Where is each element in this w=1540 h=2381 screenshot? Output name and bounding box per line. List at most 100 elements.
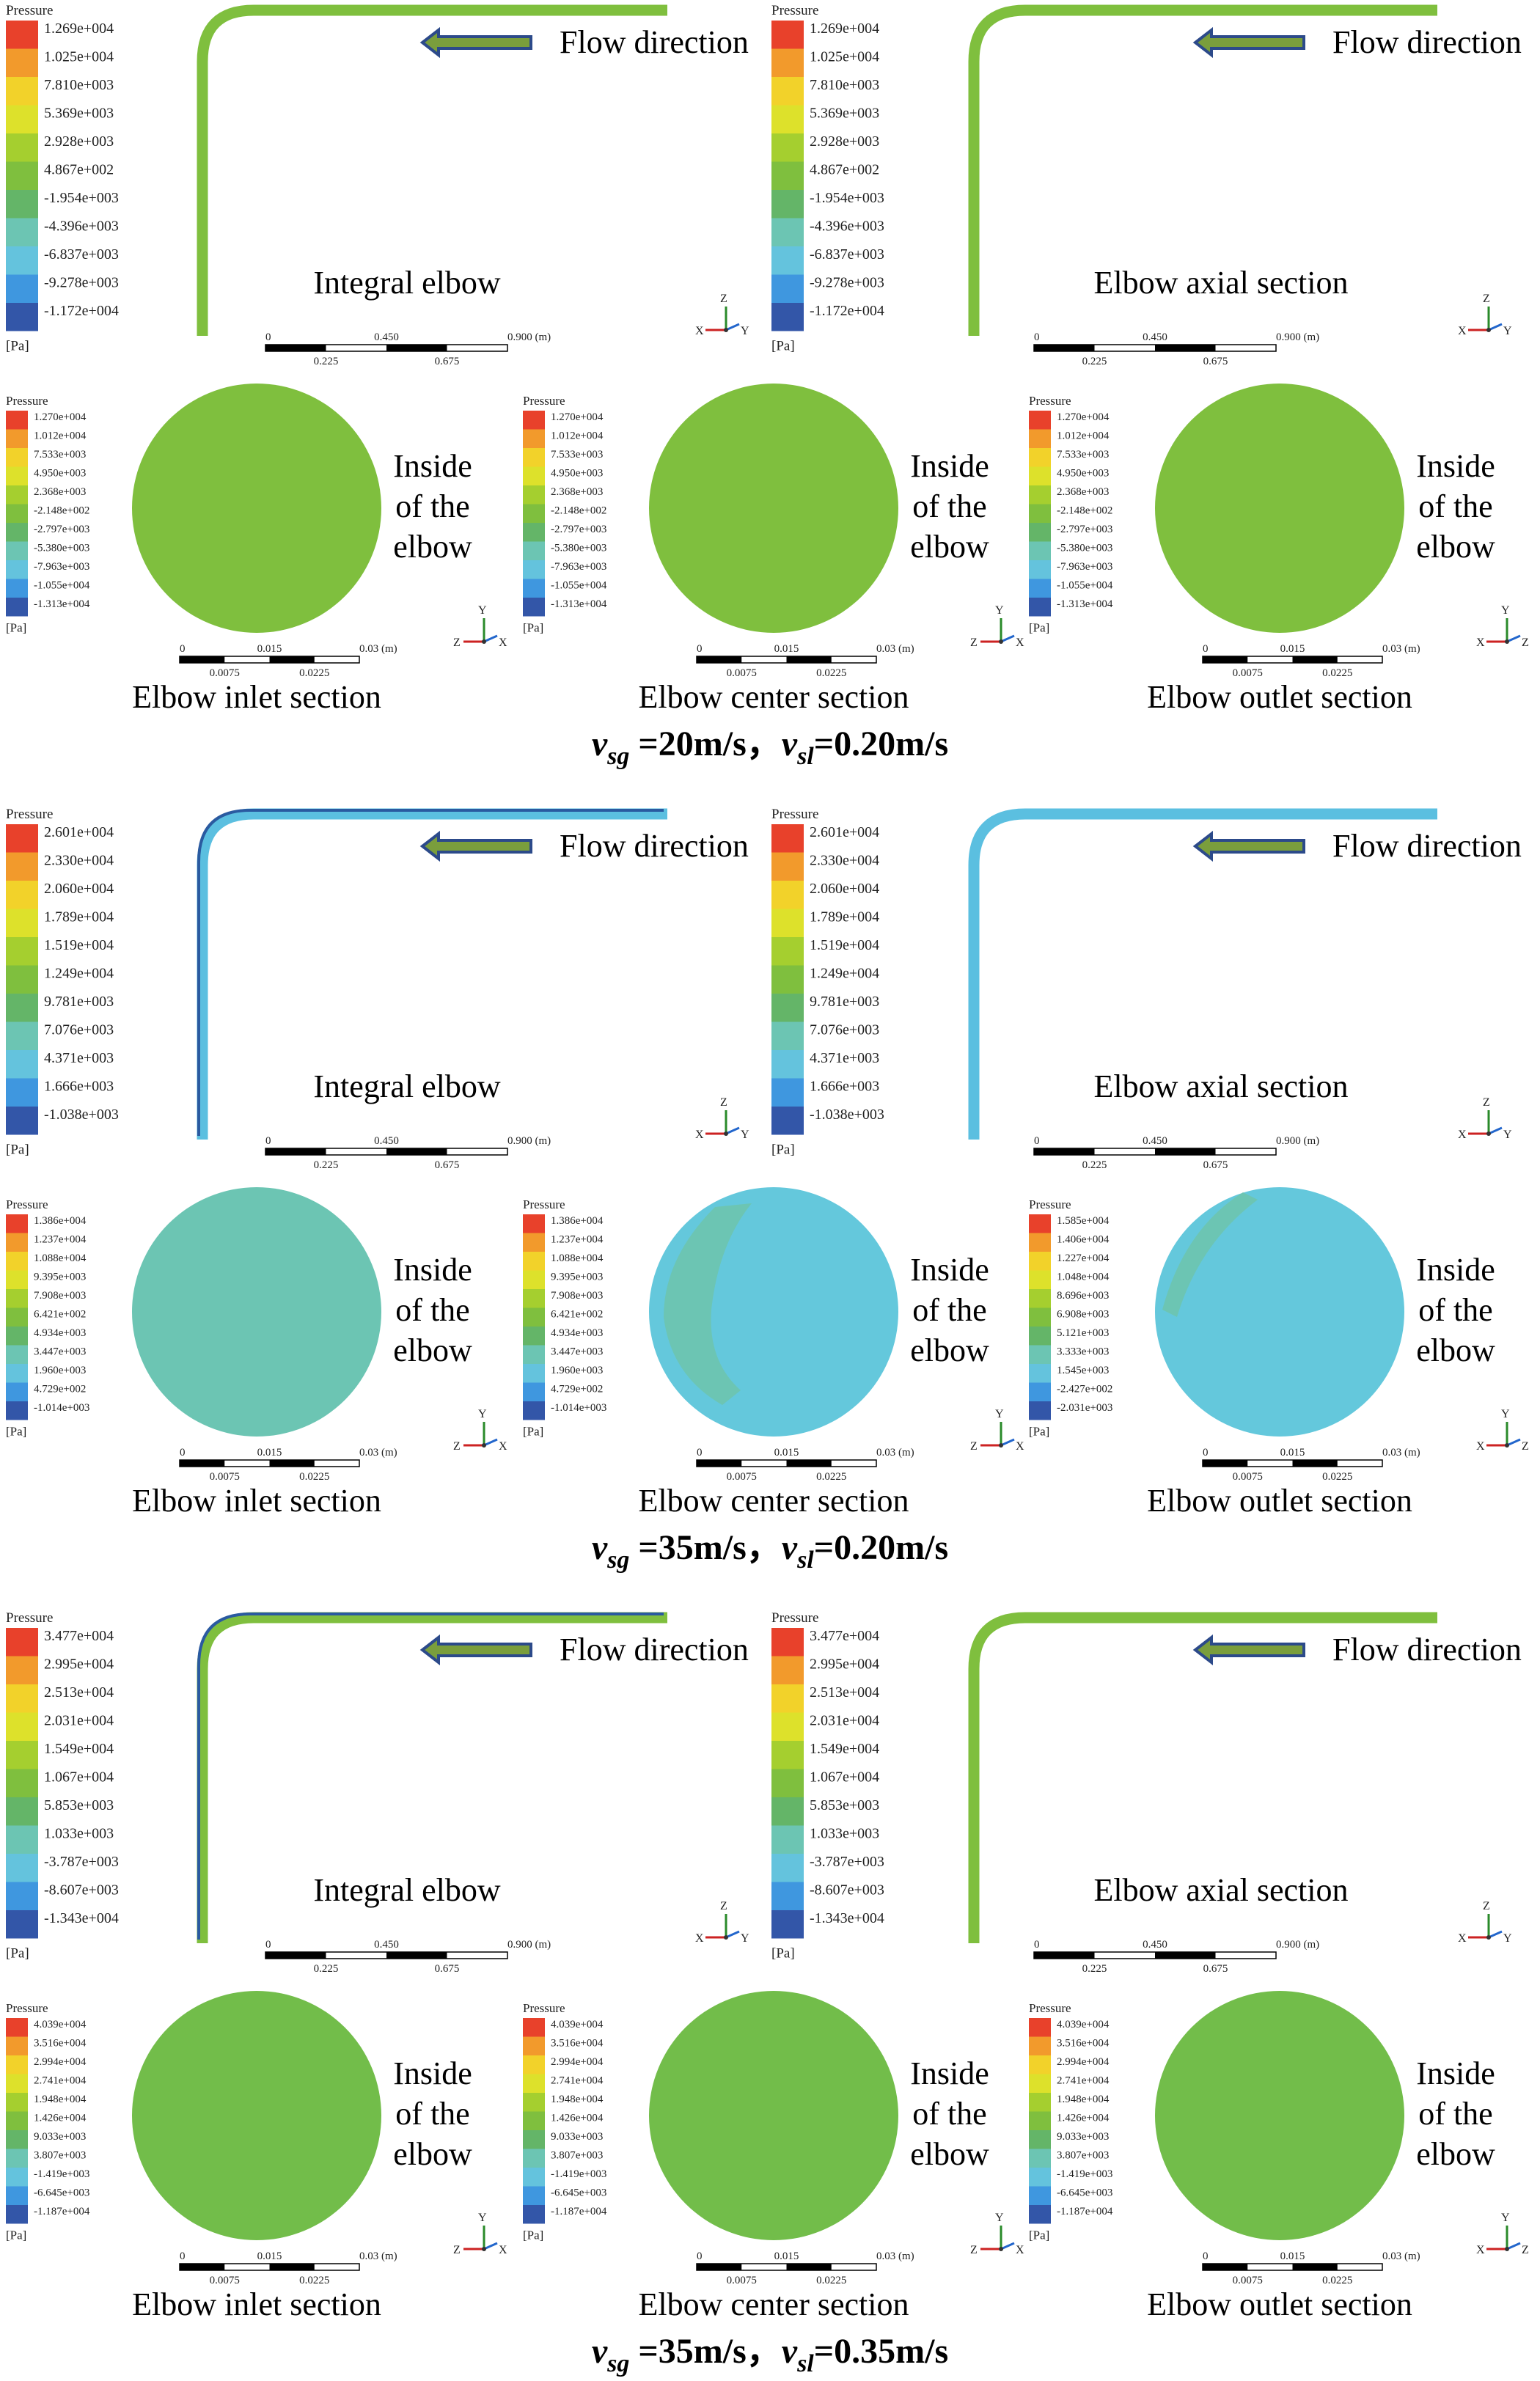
scale-label-top: 0	[265, 1939, 271, 1951]
legend-value: 2.995e+004	[810, 1657, 879, 1673]
legend-title: Pressure	[523, 2001, 565, 2015]
legend-swatch	[6, 429, 28, 448]
condition-label-part: sg	[606, 743, 629, 770]
legend-value: -1.313e+004	[34, 598, 90, 610]
legend-swatch	[1029, 1270, 1051, 1289]
condition-label-part: sl	[796, 743, 814, 770]
scale-label-bottom: 0.0225	[816, 1471, 846, 1483]
inside-label: Inside	[1416, 2055, 1495, 2091]
scale-label-top: 0.450	[374, 1135, 399, 1147]
scale-label-top: 0	[265, 1135, 271, 1147]
panel-title-axial: Elbow axial section	[1093, 1068, 1348, 1104]
legend-swatch	[523, 2036, 545, 2055]
legend-value: -9.278e+003	[810, 275, 884, 291]
condition-label-part: =20m/s，	[629, 724, 781, 763]
section-panel: Pressure 4.039e+004 3.516e+004 2.994e+004 2.…	[523, 1991, 1024, 2322]
elbow-pipe	[197, 808, 667, 1140]
axis-label: Z	[1483, 1096, 1490, 1109]
axis-label: Y	[741, 1129, 749, 1141]
legend-value: 2.513e+004	[810, 1684, 879, 1701]
legend-swatch	[523, 448, 545, 467]
section-panel: Pressure 1.270e+004 1.012e+004 7.533e+003 4.…	[523, 384, 1024, 715]
axis-origin	[1505, 639, 1509, 644]
legend-unit: [Pa]	[6, 339, 29, 354]
legend-swatch	[6, 1214, 28, 1233]
axis-label: Y	[1501, 1408, 1510, 1420]
legend-unit: [Pa]	[771, 1142, 795, 1158]
legend-value: -1.055e+004	[551, 579, 607, 591]
legend-value: 2.995e+004	[44, 1657, 114, 1673]
scale-bar-segment	[265, 345, 326, 351]
axis-label: X	[1476, 1440, 1485, 1453]
condition-label: vsg =35m/s，vsl=0.20m/s	[592, 1528, 948, 1574]
scale-label-top: 0	[180, 2250, 186, 2262]
section-title: Elbow outlet section	[1147, 2286, 1412, 2322]
legend-swatch	[771, 852, 804, 881]
condition-block: Pressure 2.601e+004 2.330e+004 2.060e+004 1.…	[6, 807, 1529, 1574]
legend-value: 2.060e+004	[810, 881, 879, 897]
legend-swatch	[523, 1327, 545, 1346]
scale-label-bottom: 0.0225	[299, 2275, 329, 2286]
scale-bar-segment	[786, 2264, 832, 2270]
scale-label-top: 0.03 (m)	[1382, 1447, 1420, 1459]
legend-value: 2.368e+003	[1057, 486, 1109, 498]
scale-label-top: 0.015	[1280, 643, 1305, 655]
legend-value: 9.033e+003	[34, 2131, 86, 2143]
section-circle	[132, 384, 381, 633]
legend-swatch	[523, 1382, 545, 1401]
condition-block: Pressure 1.269e+004 1.025e+004 7.810e+003 5.…	[6, 3, 1529, 770]
scale-label-bottom: 0.225	[1082, 1159, 1107, 1171]
legend-swatch	[523, 1233, 545, 1252]
legend-value: -1.954e+003	[810, 190, 884, 206]
legend-swatch	[523, 2149, 545, 2168]
scale-bar-segment	[1155, 1952, 1216, 1959]
scale-bar-segment	[386, 1148, 447, 1155]
legend-swatch	[6, 1345, 28, 1364]
axis-origin	[482, 639, 486, 644]
condition-label-part: sl	[796, 2350, 814, 2377]
scale-label-bottom: 0.0075	[210, 2275, 240, 2286]
scale-label-bottom: 0.0075	[727, 2275, 757, 2286]
scale-label-bottom: 0.675	[1203, 1159, 1228, 1171]
section-panel: Pressure 1.270e+004 1.012e+004 7.533e+003 4.…	[6, 384, 507, 715]
scale-label-bottom: 0.225	[314, 1963, 339, 1975]
inside-label: Inside	[1416, 1252, 1495, 1288]
legend-value: 2.330e+004	[44, 853, 114, 869]
axis-label: Z	[453, 1440, 461, 1453]
scale-label-top: 0.450	[374, 331, 399, 343]
axis-label: X	[1458, 1129, 1467, 1141]
legend-value: 3.477e+004	[44, 1628, 114, 1644]
legend-swatch	[6, 1712, 38, 1741]
section-title: Elbow center section	[639, 1483, 909, 1519]
legend-value: 4.950e+003	[34, 467, 86, 479]
legend-value: 4.039e+004	[34, 2019, 87, 2030]
legend-swatch	[523, 523, 545, 542]
axis-third-line	[1506, 2242, 1521, 2250]
legend-value: 1.426e+004	[34, 2112, 87, 2124]
legend-swatch	[6, 105, 38, 133]
scale-bar-segment	[1203, 1460, 1248, 1467]
legend-swatch	[523, 504, 545, 523]
legend-value: 1.237e+004	[34, 1233, 87, 1245]
axis-label: Y	[1503, 1932, 1512, 1945]
legend-swatch	[6, 2186, 28, 2205]
inside-label: Inside	[393, 448, 472, 484]
scale-label-top: 0.03 (m)	[359, 643, 397, 655]
legend-unit: [Pa]	[6, 1425, 26, 1439]
legend-swatch	[6, 579, 28, 598]
axis-origin	[724, 1131, 728, 1136]
scale-bar-segment	[386, 1952, 447, 1959]
legend-value: 1.033e+003	[44, 1826, 114, 1842]
condition-label: vsg =35m/s，vsl=0.35m/s	[592, 2332, 948, 2377]
legend-swatch	[523, 411, 545, 430]
axis-origin	[999, 2247, 1003, 2251]
axis-origin	[1486, 1935, 1491, 1940]
legend-swatch	[1029, 2205, 1051, 2224]
legend-title: Pressure	[6, 3, 53, 18]
legend-value: -6.645e+003	[34, 2187, 89, 2198]
legend-value: 9.395e+003	[34, 1271, 86, 1283]
condition-label-part: v	[782, 724, 798, 763]
scale-label-bottom: 0.675	[1203, 356, 1228, 367]
legend-value: 9.781e+003	[810, 994, 879, 1010]
scale-label-bottom: 0.675	[435, 1159, 460, 1171]
